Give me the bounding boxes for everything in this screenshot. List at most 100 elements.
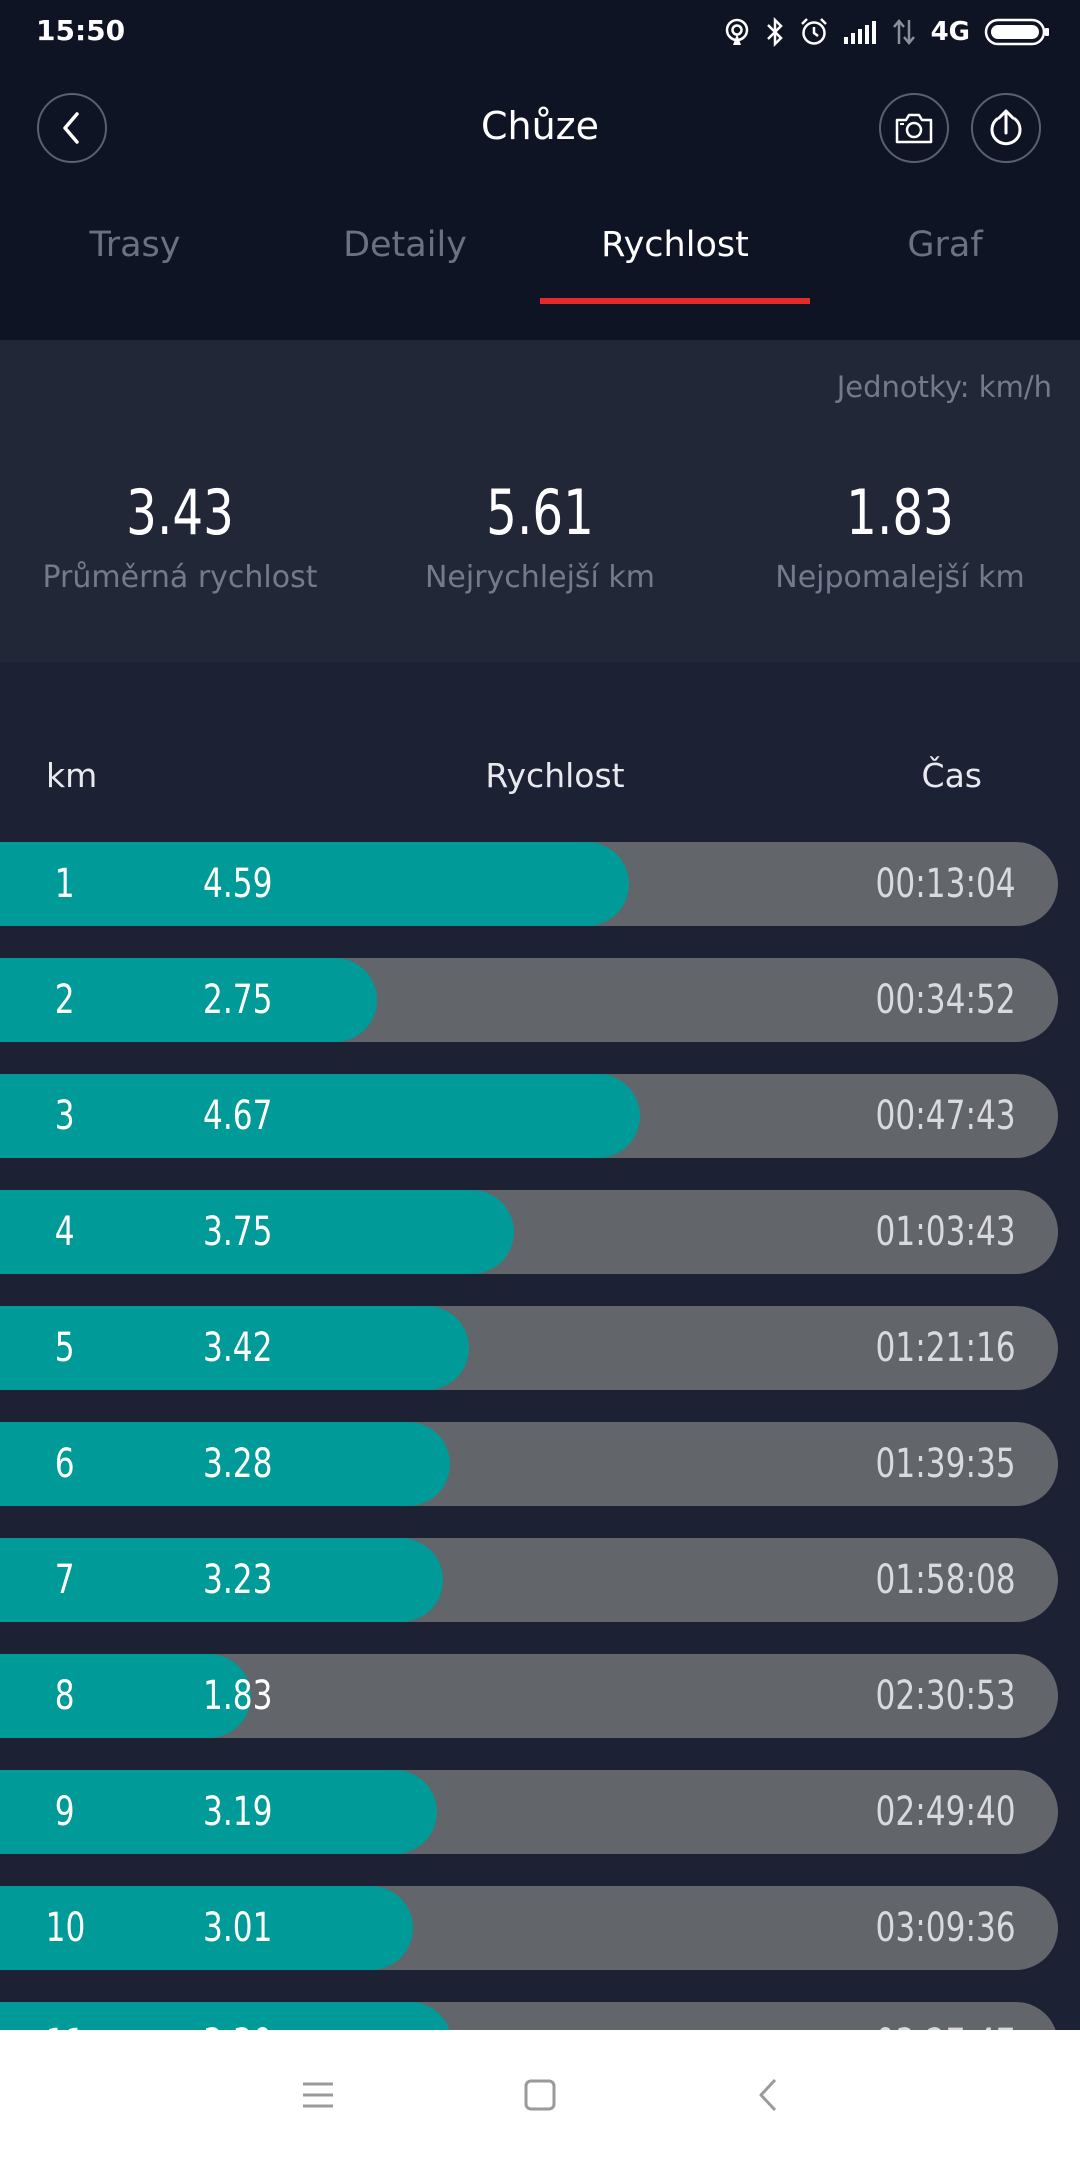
split-row[interactable]: 2 2.75 00:34:52 [0,958,1058,1042]
speed-bar-fill [0,2002,452,2030]
speed-bar-fill [0,958,377,1042]
km-splits-table[interactable]: km Rychlost Čas 1 4.59 00:13:04 2 2.75 00:34:… [0,706,1080,2030]
section-divider [0,662,1080,706]
stat-average: 3.43 Průměrná rychlost [0,476,360,596]
screenshot-button[interactable] [879,93,949,163]
split-time: 03:27:47 [836,2002,1016,2030]
split-km: 7 [55,1557,75,1603]
split-speed: 3.23 [203,1557,273,1603]
speed-bar-fill [0,1074,640,1158]
split-row[interactable]: 7 3.23 01:58:08 [0,1538,1058,1622]
slowest-km-value: 1.83 [846,476,954,549]
units-label: Jednotky: km/h [836,370,1052,404]
split-km: 8 [55,1673,75,1719]
speed-bar-fill [0,1422,450,1506]
speed-summary: Jednotky: km/h 3.43 Průměrná rychlost 5.… [0,340,1080,662]
split-km: 11 [0,2002,130,2030]
split-km: 3 [55,1093,75,1139]
split-speed: 3.42 [203,1325,273,1371]
split-row[interactable]: 10 3.01 03:09:36 [0,1886,1058,1970]
status-icons: 4G [723,14,1050,50]
split-row[interactable]: 5 3.42 01:21:16 [0,1306,1058,1390]
split-row[interactable]: 9 3.19 02:49:40 [0,1770,1058,1854]
split-speed: 3.30 [203,2002,292,2030]
data-icon [892,19,915,45]
status-time: 15:50 [36,14,126,47]
split-km: 6 [55,1441,75,1487]
fastest-km-label: Nejrychlejší km [424,560,656,595]
split-km: 9 [55,1789,75,1835]
tab-details[interactable]: Detaily [343,225,467,265]
split-row[interactable]: 3 4.67 00:47:43 [0,1074,1058,1158]
split-time: 03:09:36 [875,1905,1016,1951]
speed-bar-fill [0,1306,469,1390]
chevron-left-icon [63,112,79,144]
speed-bar-fill [0,1654,251,1738]
split-speed: 3.19 [203,1789,273,1835]
alarm-icon [800,18,827,45]
tab-speed[interactable]: Rychlost [540,215,810,304]
split-km: 1 [55,861,75,907]
split-row[interactable]: 6 3.28 01:39:35 [0,1422,1058,1506]
signal-icon [843,21,876,44]
stat-slowest: 1.83 Nejpomalejší km [720,476,1080,596]
camera-icon [895,113,933,144]
split-km: 2 [55,977,75,1023]
split-speed: 3.01 [203,1905,273,1951]
page-title: Chůze [480,104,600,148]
split-km: 10 [45,1905,85,1951]
home-button[interactable] [510,2065,570,2125]
average-speed-value: 3.43 [126,476,234,549]
menu-icon [303,2082,333,2108]
bluetooth-icon [766,17,783,47]
split-speed: 4.67 [203,1093,273,1139]
split-row[interactable]: 4 3.75 01:03:43 [0,1190,1058,1274]
split-time: 00:34:52 [875,977,1016,1023]
split-row[interactable]: 11 3.30 03:27:47 [0,2002,1058,2030]
speed-bar-fill [0,1886,413,1970]
back-button[interactable] [37,93,107,163]
tab-bar: Trasy Detaily Rychlost Graf [0,215,1080,304]
split-speed: 1.83 [203,1673,273,1719]
status-bar: 15:50 4G [0,0,1080,66]
average-speed-label: Průměrná rychlost [42,560,318,595]
column-header-speed: Rychlost [485,756,625,795]
split-row[interactable]: 8 1.83 02:30:53 [0,1654,1058,1738]
split-row[interactable]: 1 4.59 00:13:04 [0,842,1058,926]
speed-bar-fill [0,1190,514,1274]
split-time: 01:03:43 [875,1209,1016,1255]
speed-bar-fill [0,842,629,926]
tab-routes[interactable]: Trasy [89,225,181,265]
system-navigation-bar [0,2030,1080,2160]
split-speed: 3.28 [203,1441,273,1487]
home-square-icon [524,2079,556,2111]
split-speed: 2.75 [203,977,273,1023]
split-speed: 3.75 [203,1209,273,1255]
column-header-time: Čas [921,756,982,795]
split-km: 5 [55,1325,75,1371]
battery-icon [984,18,1049,46]
speed-bar-fill [0,1538,443,1622]
fastest-km-value: 5.61 [486,476,594,549]
split-time: 02:49:40 [875,1789,1016,1835]
split-time: 01:21:16 [875,1325,1016,1371]
network-type: 4G [930,17,970,47]
app-header: 15:50 4G Chůze Trasy Detaily Rychlost Gr… [0,0,1080,340]
split-time: 00:13:04 [875,861,1016,907]
upload-icon [990,109,1022,146]
stat-fastest: 5.61 Nejrychlejší km [360,476,720,596]
split-time: 02:30:53 [875,1673,1016,1719]
split-speed: 4.59 [203,861,273,907]
share-button[interactable] [971,93,1041,163]
menu-button[interactable] [288,2065,348,2125]
hotspot-icon [725,18,748,45]
speed-bar-fill [0,1770,437,1854]
slowest-km-label: Nejpomalejší km [775,560,1025,595]
column-header-km: km [46,756,98,795]
split-time: 01:39:35 [875,1441,1016,1487]
tab-graph[interactable]: Graf [907,225,983,265]
system-back-button[interactable] [738,2065,798,2125]
split-time: 01:58:08 [875,1557,1016,1603]
back-triangle-icon [759,2078,777,2112]
split-km: 4 [55,1209,75,1255]
